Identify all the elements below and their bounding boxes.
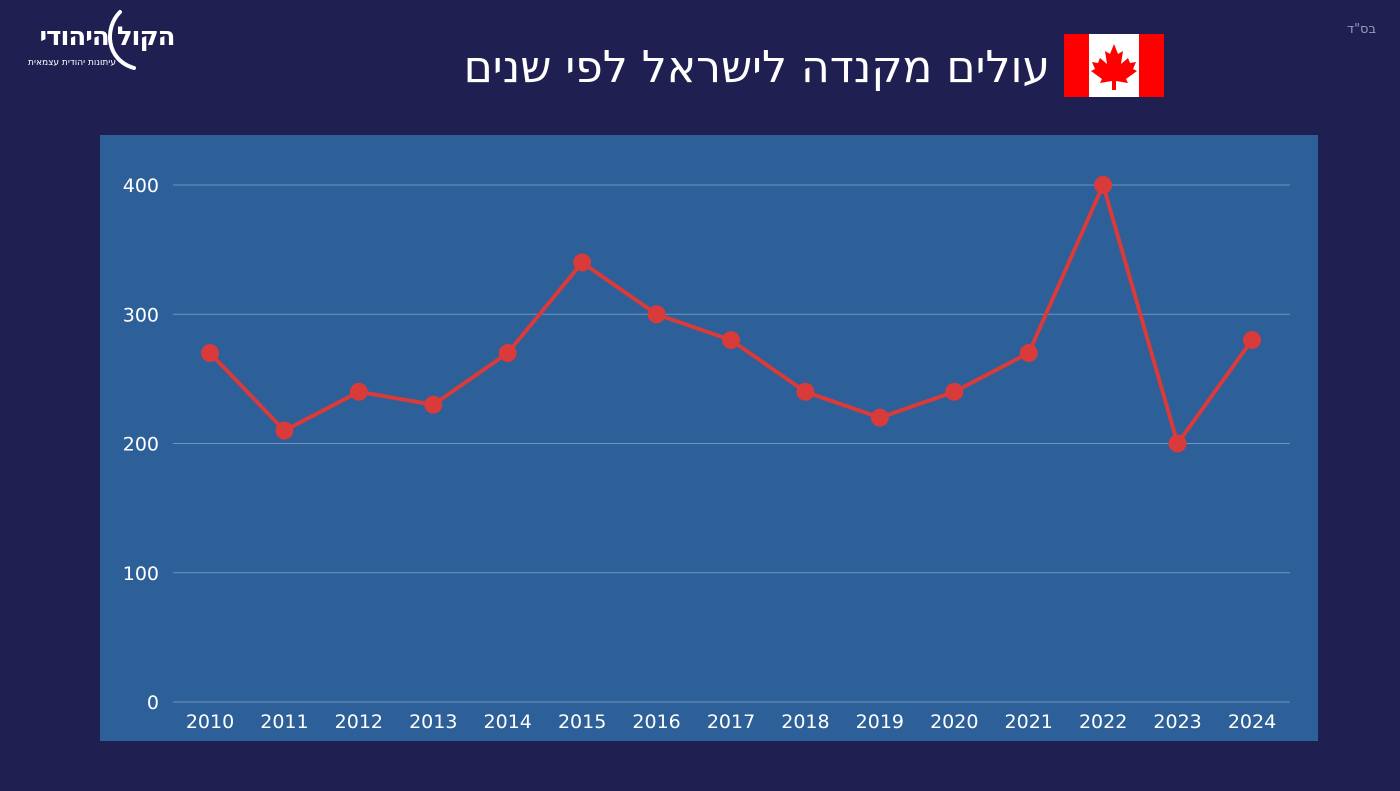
corner-mark: בס"ד	[1346, 22, 1376, 37]
logo: הקול היהודי עיתונות יהודית עצמאית	[12, 8, 202, 74]
x-tick-label: 2024	[1228, 711, 1276, 733]
logo-name: הקול היהודי	[39, 22, 176, 52]
canada-flag-icon	[1064, 34, 1164, 97]
data-point	[945, 382, 964, 401]
data-point	[722, 331, 740, 350]
chart-plot-area: 0 100 200 300 400 2010 2011 2012 2013 2014 2015 201…	[100, 135, 1318, 741]
logo-arc-icon	[107, 10, 136, 70]
y-tick-label: 100	[123, 563, 159, 585]
x-tick-label: 2015	[558, 711, 606, 733]
y-tick-label: 400	[123, 175, 159, 197]
data-point	[796, 382, 815, 401]
data-point	[1019, 344, 1038, 363]
y-tick-label: 0	[147, 692, 159, 714]
y-tick-label: 200	[123, 434, 159, 456]
x-tick-label: 2023	[1153, 711, 1201, 733]
x-tick-label: 2010	[186, 711, 234, 733]
data-point	[1243, 331, 1261, 350]
data-point	[498, 344, 517, 363]
x-tick-label: 2019	[856, 711, 904, 733]
line-chart: 0 100 200 300 400 2010 2011 2012 2013 2014 2015 201…	[123, 175, 1290, 733]
data-point	[573, 253, 592, 272]
x-tick-label: 2011	[260, 711, 308, 733]
x-tick-label: 2018	[781, 711, 829, 733]
data-point	[1094, 176, 1113, 194]
data-point	[201, 344, 219, 363]
data-point	[275, 421, 294, 440]
x-tick-label: 2014	[484, 711, 532, 733]
page-title: עולים מקנדה לישראל לפי שנים	[463, 42, 1050, 93]
data-point	[349, 382, 368, 401]
x-tick-label: 2016	[632, 711, 680, 733]
data-point	[870, 408, 889, 427]
x-tick-label: 2012	[335, 711, 383, 733]
data-point	[647, 305, 666, 324]
x-tick-label: 2020	[930, 711, 978, 733]
x-tick-label: 2017	[707, 711, 755, 733]
x-tick-label: 2013	[409, 711, 457, 733]
data-point	[1168, 434, 1187, 453]
data-point	[424, 395, 443, 414]
x-tick-label: 2022	[1079, 711, 1127, 733]
y-tick-label: 300	[123, 304, 159, 326]
x-tick-label: 2021	[1005, 711, 1053, 733]
logo-tagline: עיתונות יהודית עצמאית	[28, 58, 116, 68]
